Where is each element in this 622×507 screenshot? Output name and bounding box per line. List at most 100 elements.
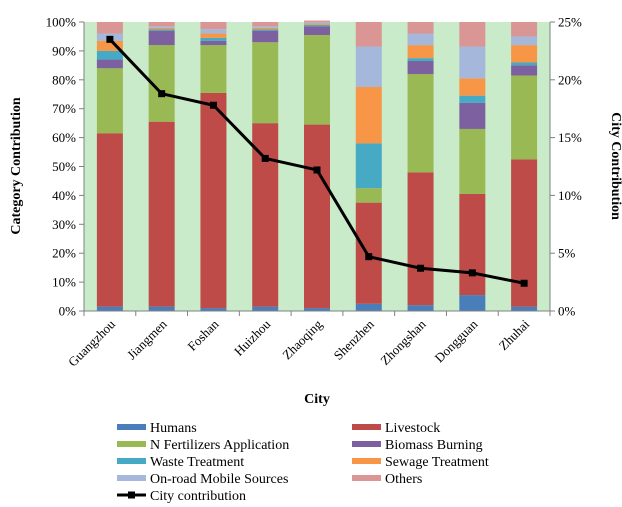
bar-zhaoqing-on-road-mobile-sources	[304, 22, 330, 24]
x-tick-label-huizhou: Huizhou	[231, 316, 274, 359]
y-axis-title: Category Contribution	[9, 97, 24, 234]
city-contribution-point-huizhou	[261, 154, 269, 162]
bar-zhuhai-biomass-burning	[511, 65, 538, 76]
legend-label-sewage-treatment: Sewage Treatment	[385, 455, 489, 470]
y2-tick-label: 0%	[558, 304, 576, 319]
legend-label-humans: Humans	[150, 421, 197, 436]
bar-zhaoqing-sewage-treatment	[304, 23, 330, 25]
bar-zhongshan-on-road-mobile-sources	[407, 33, 434, 46]
bar-dongguan-livestock	[459, 193, 486, 296]
bar-shenzhen-on-road-mobile-sources	[355, 46, 382, 88]
x-tick-label-zhongshan: Zhongshan	[377, 316, 429, 368]
bar-zhongshan-biomass-burning	[407, 61, 434, 75]
y-tick-label: 70%	[52, 101, 76, 116]
bar-dongguan-sewage-treatment	[459, 78, 486, 96]
y-tick-label: 30%	[52, 217, 76, 232]
bar-shenzhen-others	[355, 22, 382, 47]
bar-jiangmen-on-road-mobile-sources	[148, 26, 175, 28]
bar-shenzhen-humans	[355, 303, 382, 311]
legend-swatch-on-road-mobile-sources	[117, 475, 146, 481]
city-contribution-line-group	[106, 35, 528, 287]
legend-swatch-waste-treatment	[117, 458, 146, 464]
bar-huizhou-others	[252, 22, 279, 27]
legend-label-biomass-burning: Biomass Burning	[385, 438, 483, 453]
city-contribution-point-zhuhai	[520, 279, 528, 287]
legend-label-others: Others	[385, 472, 422, 487]
bar-guangzhou-livestock	[96, 133, 123, 307]
bar-zhaoqing-biomass-burning	[304, 26, 330, 35]
legend-swatch-n-fertilizers-application	[117, 441, 146, 447]
bar-zhaoqing-waste-treatment	[304, 24, 330, 27]
y-tick-label: 90%	[52, 43, 76, 58]
y2-tick-label: 25%	[558, 15, 582, 30]
bar-foshan-biomass-burning	[200, 40, 227, 46]
legend-label-n-fertilizers-application: N Fertilizers Application	[150, 438, 289, 453]
y2-tick-label: 10%	[558, 188, 582, 203]
y-tick-label: 60%	[52, 130, 76, 145]
y2-tick-label: 20%	[558, 72, 582, 87]
bar-guangzhou-others	[96, 22, 123, 34]
bar-foshan-waste-treatment	[200, 37, 227, 41]
legend-label-city-contribution: City contribution	[150, 489, 246, 504]
bar-guangzhou-n-fertilizers-application	[96, 68, 123, 134]
x-tick-label-guangzhou: Guangzhou	[65, 316, 118, 369]
bar-jiangmen-waste-treatment	[148, 29, 175, 31]
bar-huizhou-on-road-mobile-sources	[252, 26, 279, 28]
bar-zhuhai-humans	[511, 306, 538, 311]
bar-jiangmen-others	[148, 22, 175, 27]
bar-guangzhou-humans	[96, 306, 123, 311]
legend: Humans Livestock N Fertilizers Application…	[117, 421, 489, 504]
y-tick-label: 10%	[52, 275, 76, 290]
bar-foshan-sewage-treatment	[200, 33, 227, 38]
bar-zhuhai-waste-treatment	[511, 62, 538, 66]
bar-zhuhai-on-road-mobile-sources	[511, 36, 538, 46]
bar-zhaoqing-livestock	[304, 124, 330, 309]
city-contribution-point-zhaoqing	[313, 166, 321, 174]
bar-huizhou-biomass-burning	[252, 30, 279, 43]
y-tick-label: 40%	[52, 188, 76, 203]
city-contribution-point-guangzhou	[106, 35, 114, 43]
bar-shenzhen-sewage-treatment	[355, 87, 382, 144]
city-contribution-point-zhongshan	[417, 264, 425, 272]
bar-dongguan-on-road-mobile-sources	[459, 46, 486, 79]
x-tick-label-zhaoqing: Zhaoqing	[279, 316, 325, 362]
bar-foshan-livestock	[200, 92, 227, 309]
bar-huizhou-n-fertilizers-application	[252, 42, 279, 124]
bar-zhongshan-n-fertilizers-application	[407, 74, 434, 173]
bar-shenzhen-n-fertilizers-application	[355, 188, 382, 203]
bar-zhongshan-sewage-treatment	[407, 45, 434, 59]
bar-zhongshan-waste-treatment	[407, 58, 434, 62]
legend-label-livestock: Livestock	[385, 421, 440, 436]
bar-zhongshan-humans	[407, 305, 434, 311]
y2-tick-label: 15%	[558, 130, 582, 145]
city-contribution-point-foshan	[209, 101, 217, 109]
x-axis-title: City	[304, 392, 330, 407]
bar-zhuhai-others	[511, 22, 538, 37]
legend-swatch-biomass-burning	[352, 441, 381, 447]
legend-swatch-sewage-treatment	[352, 458, 381, 464]
bar-shenzhen-waste-treatment	[355, 143, 382, 189]
y2-tick-label: 5%	[558, 246, 576, 261]
bar-jiangmen-humans	[148, 306, 175, 311]
bar-zhongshan-others	[407, 22, 434, 34]
bar-zhaoqing-humans	[304, 308, 330, 311]
bar-guangzhou-waste-treatment	[96, 50, 123, 60]
legend-marker-city-contribution	[128, 491, 135, 499]
bars-group	[96, 20, 538, 311]
bar-huizhou-waste-treatment	[252, 29, 279, 31]
x-tick-label-dongguan: Dongguan	[432, 316, 481, 365]
legend-swatch-others	[352, 475, 381, 481]
bar-huizhou-humans	[252, 306, 279, 311]
city-contribution-point-shenzhen	[365, 253, 373, 261]
y2-axis-title: City Contribution	[608, 112, 622, 220]
city-contribution-point-jiangmen	[158, 90, 166, 98]
y-tick-label: 100%	[46, 15, 77, 30]
bar-jiangmen-livestock	[148, 121, 175, 307]
bar-jiangmen-sewage-treatment	[148, 27, 175, 30]
x-tick-label-jiangmen: Jiangmen	[124, 316, 170, 362]
bar-dongguan-n-fertilizers-application	[459, 128, 486, 194]
y-tick-label: 0%	[59, 304, 77, 319]
bar-dongguan-others	[459, 22, 486, 47]
legend-label-on-road-mobile-sources: On-road Mobile Sources	[150, 472, 288, 487]
